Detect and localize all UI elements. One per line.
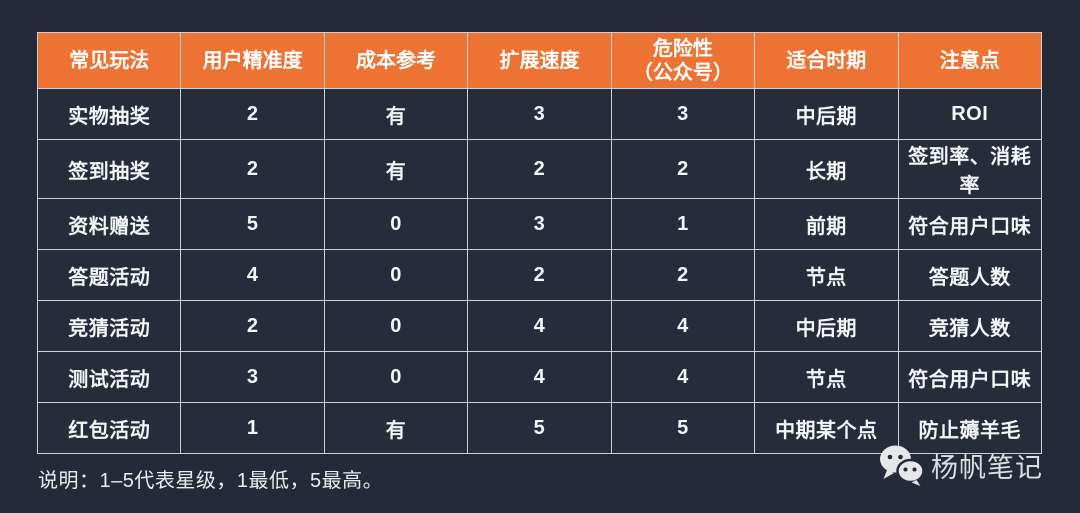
cell-value: 5 [180, 198, 325, 250]
cell-value: 竞猜人数 [897, 300, 1043, 352]
cell-value: 有 [323, 139, 469, 199]
table-row: 答题活动 4 0 2 2 节点 答题人数 [36, 249, 1043, 301]
cell-value: 2 [610, 139, 756, 199]
cell-value: 0 [323, 198, 469, 250]
cell-value: 4 [610, 300, 756, 352]
cell-value: 1 [180, 402, 325, 454]
column-header-0: 常见玩法 [36, 32, 182, 89]
row-label: 竞猜活动 [36, 300, 182, 352]
cell-value: 4 [467, 351, 612, 403]
cell-value: 节点 [754, 351, 899, 403]
column-header-3: 扩展速度 [467, 32, 612, 89]
cell-value: 0 [323, 351, 469, 403]
table-row: 签到抽奖 2 有 2 2 长期 签到率、消耗率 [36, 139, 1043, 199]
table-row: 测试活动 3 0 4 4 节点 符合用户口味 [36, 351, 1043, 403]
cell-value: 4 [467, 300, 612, 352]
cell-value: 4 [610, 351, 756, 403]
cell-value: 3 [467, 88, 612, 140]
play-methods-table-container: 常见玩法 用户精准度 成本参考 扩展速度 危险性 （公众号） 适合时期 注意点 实物抽奖 2 有… [36, 32, 1043, 454]
table-row: 竞猜活动 2 0 4 4 中后期 竞猜人数 [36, 300, 1043, 352]
play-methods-table: 常见玩法 用户精准度 成本参考 扩展速度 危险性 （公众号） 适合时期 注意点 实物抽奖 2 有… [36, 32, 1043, 454]
cell-value: 签到率、消耗率 [897, 139, 1043, 199]
table-header-row: 常见玩法 用户精准度 成本参考 扩展速度 危险性 （公众号） 适合时期 注意点 [36, 32, 1043, 89]
column-header-2: 成本参考 [323, 32, 469, 89]
cell-value: 前期 [754, 198, 899, 250]
cell-value: 符合用户口味 [897, 351, 1043, 403]
row-label: 签到抽奖 [36, 139, 182, 199]
column-header-1: 用户精准度 [180, 32, 325, 89]
cell-value: 中期某个点 [754, 402, 899, 454]
cell-value: 2 [180, 300, 325, 352]
row-label: 资料赠送 [36, 198, 182, 250]
cell-value: ROI [897, 88, 1043, 140]
cell-value: 节点 [754, 249, 899, 301]
cell-value: 2 [467, 249, 612, 301]
cell-value: 有 [323, 88, 469, 140]
cell-value: 5 [610, 402, 756, 454]
table-header: 常见玩法 用户精准度 成本参考 扩展速度 危险性 （公众号） 适合时期 注意点 [36, 32, 1043, 89]
column-header-4: 危险性 （公众号） [610, 32, 756, 89]
table-row: 资料赠送 5 0 3 1 前期 符合用户口味 [36, 198, 1043, 250]
row-label: 答题活动 [36, 249, 182, 301]
cell-value: 4 [180, 249, 325, 301]
cell-value: 2 [610, 249, 756, 301]
row-label: 实物抽奖 [36, 88, 182, 140]
cell-value: 答题人数 [897, 249, 1043, 301]
brand-watermark: 杨帆笔记 [879, 444, 1043, 486]
cell-value: 长期 [754, 139, 899, 199]
cell-value: 防止薅羊毛 [897, 402, 1043, 454]
cell-value: 2 [180, 88, 325, 140]
column-header-5: 适合时期 [754, 32, 899, 89]
table-row: 实物抽奖 2 有 3 3 中后期 ROI [36, 88, 1043, 140]
cell-value: 3 [610, 88, 756, 140]
cell-value: 1 [610, 198, 756, 250]
cell-value: 0 [323, 249, 469, 301]
cell-value: 有 [323, 402, 469, 454]
column-header-6: 注意点 [897, 32, 1043, 89]
row-label: 红包活动 [36, 402, 182, 454]
cell-value: 2 [467, 139, 612, 199]
cell-value: 中后期 [754, 300, 899, 352]
table-row: 红包活动 1 有 5 5 中期某个点 防止薅羊毛 [36, 402, 1043, 454]
cell-value: 中后期 [754, 88, 899, 140]
row-label: 测试活动 [36, 351, 182, 403]
table-body: 实物抽奖 2 有 3 3 中后期 ROI 签到抽奖 2 有 2 2 长期 签到率、消耗率 资料赠送 5 0 3 1 前… [36, 88, 1043, 454]
cell-value: 3 [467, 198, 612, 250]
cell-value: 2 [180, 139, 325, 199]
cell-value: 0 [323, 300, 469, 352]
wechat-icon [880, 445, 924, 486]
cell-value: 符合用户口味 [897, 198, 1043, 250]
brand-name: 杨帆笔记 [931, 452, 1043, 483]
cell-value: 3 [180, 351, 325, 403]
rating-scale-note: 说明：1–5代表星级，1最低，5最高。 [38, 470, 384, 492]
cell-value: 5 [467, 402, 612, 454]
